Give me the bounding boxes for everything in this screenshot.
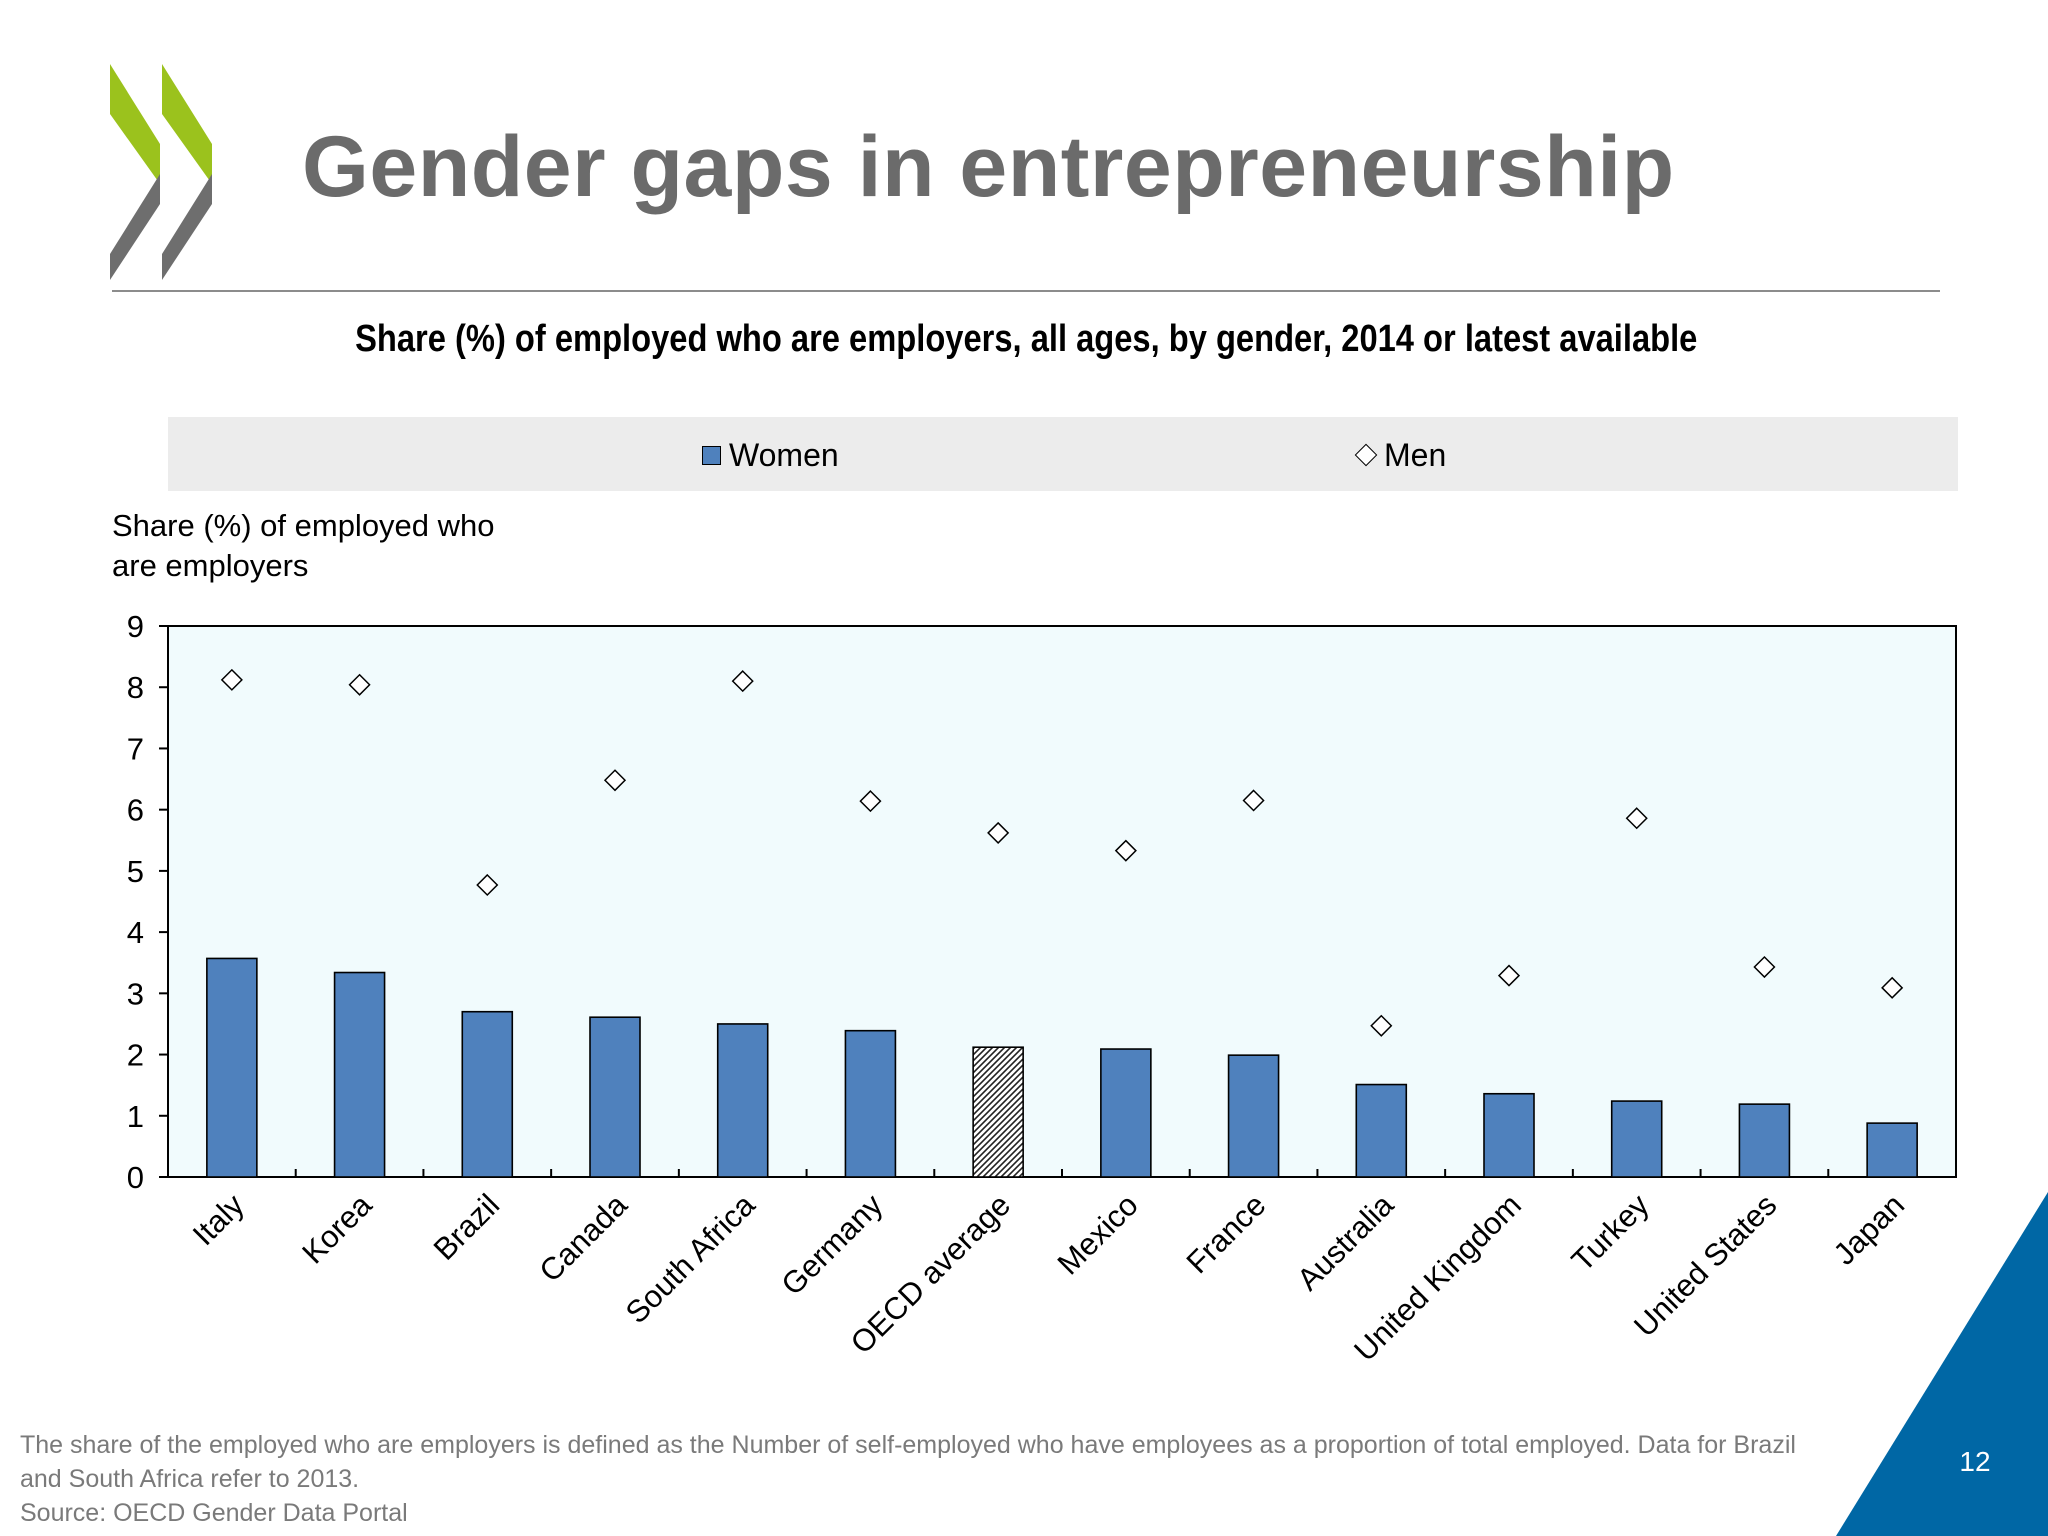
y-tick-label-1: 1 — [127, 1099, 144, 1134]
chart-legend: Women Men — [168, 417, 1958, 491]
marker-men-australia — [1370, 1014, 1393, 1037]
y-tick-label-5: 5 — [127, 854, 144, 889]
logo-green-chevron-left — [110, 64, 160, 184]
marker-men-united-states — [1753, 955, 1776, 979]
logo-grey-chevron-left — [110, 174, 160, 280]
bar-women-south-africa — [716, 1023, 769, 1178]
x-label-south-africa: South Africa — [619, 1187, 762, 1330]
marker-men-italy — [220, 668, 243, 691]
x-label-france: France — [1180, 1187, 1273, 1280]
y-axis-label: Share (%) of employed who are employers — [112, 508, 495, 583]
bar-women-united-kingdom — [1483, 1092, 1535, 1178]
plot-area — [167, 625, 1957, 1178]
marker-men-oecd-average — [987, 821, 1010, 844]
legend-swatch-women — [702, 445, 721, 465]
marker-men-japan — [1881, 976, 1904, 999]
slide-title: Gender gaps in entrepreneurship — [302, 119, 1675, 215]
footnote-text: The share of the employed who are employ… — [20, 1431, 1796, 1493]
bar-women-mexico — [1100, 1048, 1152, 1178]
bar-women-canada — [589, 1016, 641, 1178]
legend-label-women: Women — [729, 436, 839, 473]
y-tick-label-9: 9 — [127, 609, 144, 644]
marker-men-germany — [859, 790, 882, 813]
bar-women-france — [1227, 1054, 1280, 1178]
y-tick-label-0: 0 — [127, 1160, 144, 1195]
marker-men-mexico — [1114, 839, 1137, 862]
marker-men-brazil — [476, 873, 499, 897]
legend-item-men: Men — [1354, 435, 1446, 475]
y-tick-label-6: 6 — [127, 793, 144, 828]
x-label-germany: Germany — [774, 1187, 889, 1302]
x-label-japan: Japan — [1827, 1187, 1911, 1271]
marker-men-korea — [348, 673, 371, 696]
y-tick-label-7: 7 — [127, 731, 144, 766]
bar-women-brazil — [461, 1010, 514, 1178]
legend-label-men: Men — [1384, 436, 1447, 473]
x-label-brazil: Brazil — [427, 1187, 507, 1267]
bar-women-united-states — [1738, 1103, 1791, 1178]
bar-women-turkey — [1610, 1100, 1663, 1178]
bar-women-oecd-average — [972, 1046, 1024, 1178]
x-label-turkey: Turkey — [1565, 1187, 1656, 1278]
title-divider — [112, 290, 1940, 292]
x-label-canada: Canada — [532, 1187, 634, 1289]
footnote-source: Source: OECD Gender Data Portal — [20, 1499, 408, 1527]
logo-green-chevron-right — [162, 64, 212, 184]
chart-title: Share (%) of employed who are employers,… — [355, 318, 1698, 360]
y-tick-label-3: 3 — [127, 976, 144, 1011]
bar-women-japan — [1866, 1122, 1918, 1178]
bar-women-australia — [1355, 1083, 1408, 1178]
x-label-italy: Italy — [186, 1187, 251, 1252]
footnote: The share of the employed who are employ… — [20, 1428, 1820, 1530]
x-label-australia: Australia — [1290, 1187, 1401, 1298]
marker-men-south-africa — [731, 670, 754, 693]
page-number: 12 — [1959, 1446, 1991, 1477]
legend-item-women: Women — [702, 435, 839, 475]
x-label-mexico: Mexico — [1051, 1187, 1145, 1281]
y-tick-label-8: 8 — [127, 670, 144, 705]
marker-men-canada — [603, 769, 627, 792]
logo-grey-chevron-right — [162, 174, 212, 280]
bar-women-italy — [206, 957, 258, 1178]
marker-men-turkey — [1625, 807, 1648, 830]
oecd-logo-icon — [110, 64, 212, 280]
y-tick-label-2: 2 — [127, 1038, 144, 1073]
bar-women-germany — [844, 1029, 897, 1178]
marker-men-france — [1242, 789, 1265, 812]
x-label-korea: Korea — [295, 1187, 379, 1271]
bar-women-korea — [333, 971, 386, 1178]
marker-men-united-kingdom — [1497, 964, 1521, 987]
y-tick-label-4: 4 — [127, 915, 144, 950]
